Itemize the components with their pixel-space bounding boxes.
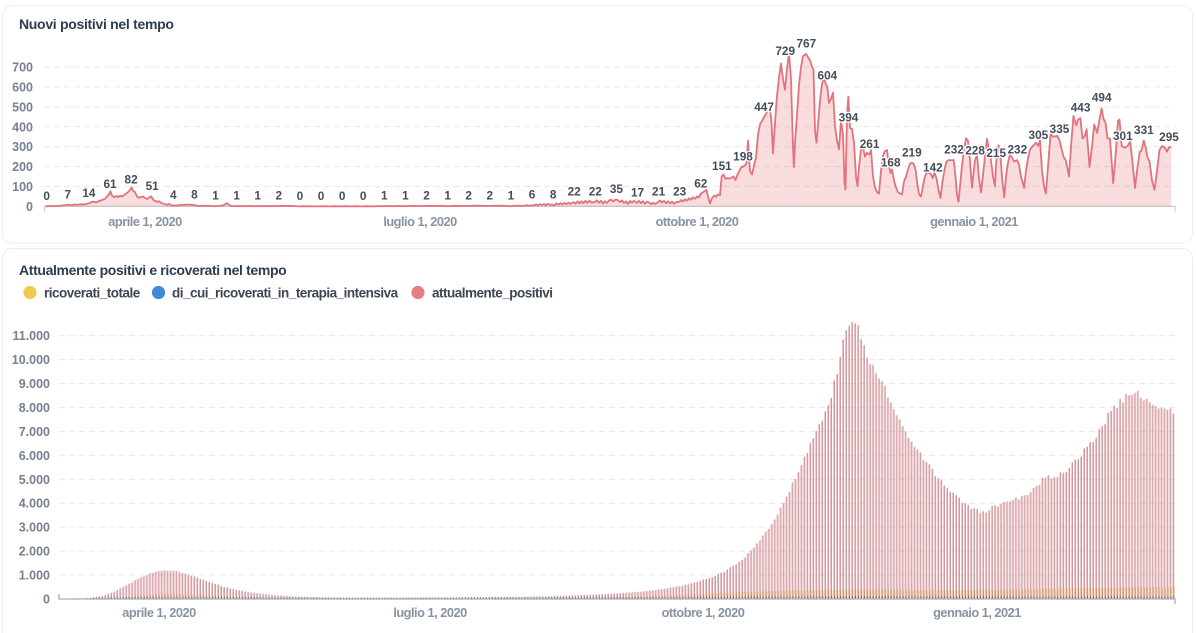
svg-text:gennaio 1, 2021: gennaio 1, 2021	[933, 605, 1021, 620]
svg-text:0: 0	[26, 200, 33, 214]
svg-text:Attualmente positivi e ricover: Attualmente positivi e ricoverati nel te…	[19, 262, 286, 278]
svg-text:11.000: 11.000	[12, 329, 50, 343]
svg-text:600: 600	[12, 81, 33, 95]
svg-text:2: 2	[423, 189, 430, 203]
svg-text:23: 23	[673, 184, 687, 198]
svg-text:219: 219	[902, 145, 922, 159]
svg-text:22: 22	[589, 185, 603, 199]
svg-text:232: 232	[1007, 143, 1027, 157]
svg-text:21: 21	[652, 185, 666, 199]
svg-text:3.000: 3.000	[19, 521, 50, 535]
svg-text:604: 604	[818, 69, 838, 83]
svg-text:7.000: 7.000	[19, 425, 50, 439]
svg-text:62: 62	[694, 177, 708, 191]
svg-text:6.000: 6.000	[19, 449, 50, 463]
svg-text:729: 729	[775, 44, 795, 58]
svg-text:1: 1	[402, 189, 409, 203]
svg-text:attualmente_positivi: attualmente_positivi	[432, 286, 553, 301]
svg-text:0: 0	[318, 189, 325, 203]
svg-text:0: 0	[43, 189, 50, 203]
svg-text:198: 198	[733, 150, 753, 164]
svg-text:0: 0	[43, 593, 50, 607]
svg-text:1: 1	[254, 189, 261, 203]
svg-text:Nuovi positivi nel tempo: Nuovi positivi nel tempo	[19, 16, 174, 32]
svg-text:0: 0	[339, 189, 346, 203]
svg-text:295: 295	[1159, 130, 1179, 144]
svg-text:494: 494	[1092, 91, 1112, 105]
svg-text:215: 215	[986, 146, 1006, 160]
svg-text:8: 8	[191, 187, 198, 201]
svg-text:2: 2	[487, 189, 494, 203]
svg-text:10.000: 10.000	[12, 353, 50, 367]
svg-text:394: 394	[839, 111, 859, 125]
svg-text:142: 142	[923, 161, 943, 175]
svg-text:228: 228	[965, 144, 985, 158]
svg-text:1: 1	[444, 189, 451, 203]
svg-text:301: 301	[1113, 129, 1133, 143]
svg-text:200: 200	[12, 160, 33, 174]
svg-text:4: 4	[170, 188, 177, 202]
svg-text:ottobre 1, 2020: ottobre 1, 2020	[656, 214, 739, 229]
svg-text:aprile 1, 2020: aprile 1, 2020	[122, 605, 196, 620]
svg-text:335: 335	[1050, 122, 1070, 136]
svg-text:7: 7	[65, 188, 72, 202]
svg-text:2: 2	[465, 189, 472, 203]
svg-text:51: 51	[146, 179, 160, 193]
svg-text:35: 35	[610, 182, 624, 196]
svg-text:1: 1	[508, 189, 515, 203]
svg-text:300: 300	[12, 140, 33, 154]
svg-text:17: 17	[631, 186, 645, 200]
svg-text:1.000: 1.000	[19, 569, 50, 583]
svg-text:luglio 1, 2020: luglio 1, 2020	[383, 214, 457, 229]
svg-text:82: 82	[125, 173, 139, 187]
svg-text:gennaio 1, 2021: gennaio 1, 2021	[930, 214, 1018, 229]
svg-text:6: 6	[529, 188, 536, 202]
svg-text:22: 22	[568, 185, 582, 199]
svg-text:700: 700	[12, 61, 33, 75]
svg-text:443: 443	[1071, 101, 1091, 115]
svg-text:151: 151	[712, 159, 732, 173]
svg-text:ottobre 1, 2020: ottobre 1, 2020	[662, 605, 745, 620]
svg-text:2: 2	[276, 189, 283, 203]
svg-text:331: 331	[1134, 123, 1154, 137]
svg-text:100: 100	[12, 180, 33, 194]
svg-text:1: 1	[212, 189, 219, 203]
svg-text:400: 400	[12, 120, 33, 134]
svg-text:232: 232	[944, 143, 964, 157]
svg-text:168: 168	[881, 156, 901, 170]
svg-text:14: 14	[82, 186, 96, 200]
svg-text:8.000: 8.000	[19, 401, 50, 415]
svg-text:4.000: 4.000	[19, 497, 50, 511]
svg-text:767: 767	[796, 36, 816, 50]
svg-text:305: 305	[1029, 128, 1049, 142]
svg-text:447: 447	[754, 100, 774, 114]
svg-text:2.000: 2.000	[19, 545, 50, 559]
svg-text:0: 0	[297, 189, 304, 203]
svg-text:ricoverati_totale: ricoverati_totale	[44, 286, 141, 301]
svg-text:261: 261	[860, 137, 880, 151]
svg-text:1: 1	[233, 189, 240, 203]
svg-text:9.000: 9.000	[19, 377, 50, 391]
svg-text:di_cui_ricoverati_in_terapia_i: di_cui_ricoverati_in_terapia_intensiva	[172, 286, 399, 301]
svg-text:8: 8	[550, 187, 557, 201]
svg-text:500: 500	[12, 100, 33, 114]
svg-text:5.000: 5.000	[19, 473, 50, 487]
svg-text:1: 1	[381, 189, 388, 203]
svg-text:aprile 1, 2020: aprile 1, 2020	[108, 214, 182, 229]
svg-text:61: 61	[103, 177, 117, 191]
svg-text:luglio 1, 2020: luglio 1, 2020	[393, 605, 467, 620]
svg-text:0: 0	[360, 189, 367, 203]
